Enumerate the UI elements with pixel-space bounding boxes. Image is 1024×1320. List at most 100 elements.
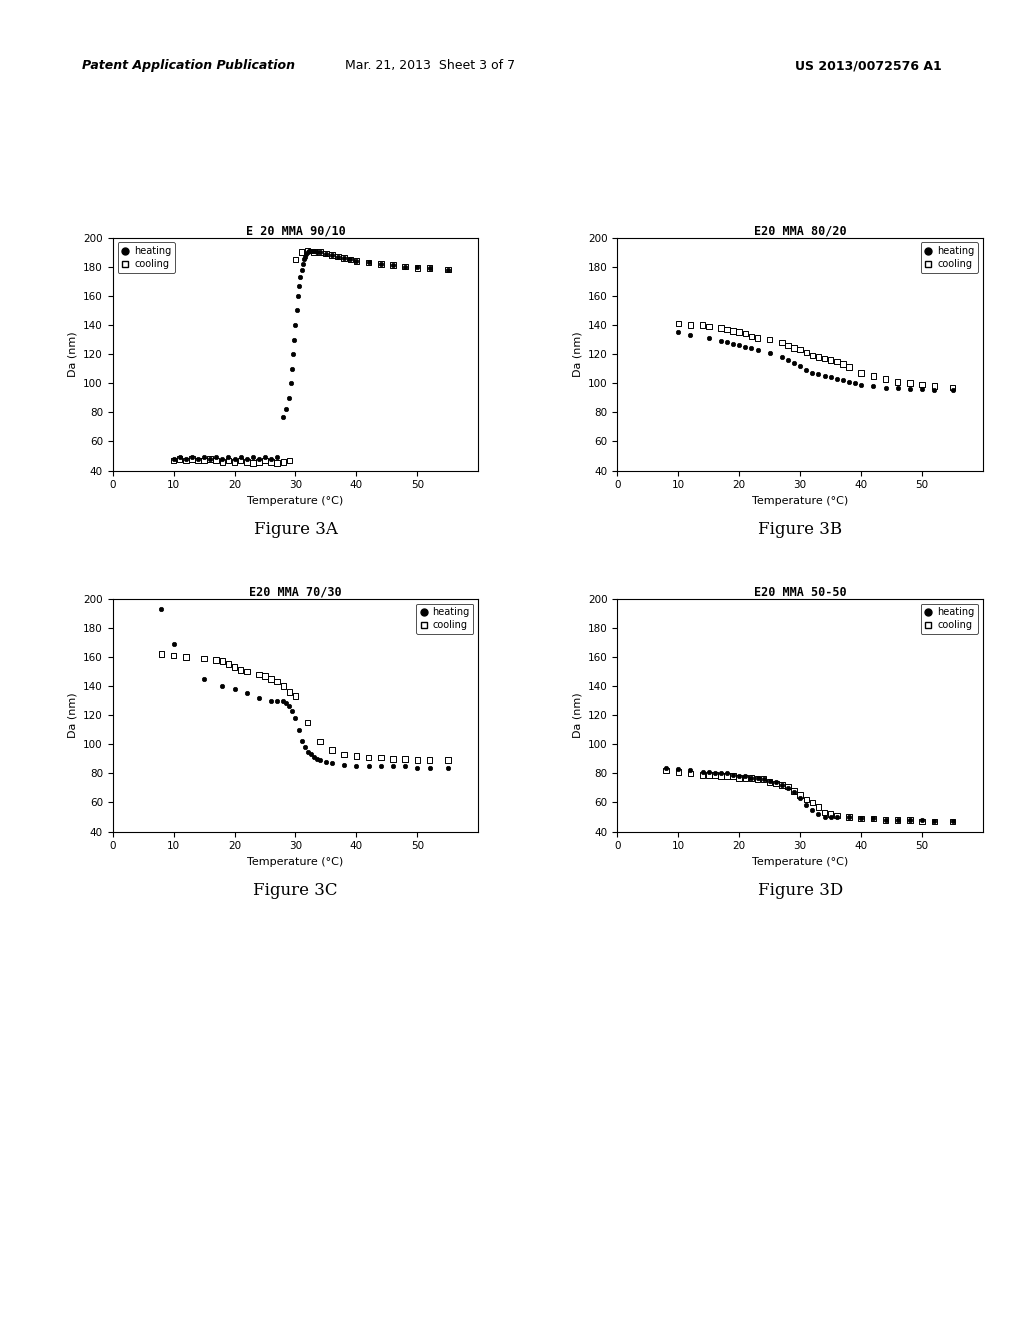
cooling xyxy=(275,451,292,473)
Text: Figure 3A: Figure 3A xyxy=(254,520,338,537)
heating xyxy=(926,810,942,832)
heating xyxy=(291,275,307,296)
heating xyxy=(311,242,328,263)
cooling xyxy=(305,242,322,263)
heating xyxy=(410,756,426,777)
heating xyxy=(804,799,820,820)
heating xyxy=(397,256,414,277)
cooling xyxy=(750,768,766,789)
heating xyxy=(154,598,170,619)
heating xyxy=(317,751,334,772)
X-axis label: Temperature (°C): Temperature (°C) xyxy=(248,857,344,867)
heating xyxy=(822,367,839,388)
heating xyxy=(397,755,414,776)
cooling xyxy=(299,711,315,733)
heating xyxy=(816,807,833,828)
heating xyxy=(828,807,845,828)
heating xyxy=(302,744,318,766)
cooling xyxy=(239,451,255,473)
cooling xyxy=(348,251,365,272)
heating xyxy=(707,763,723,784)
cooling xyxy=(360,252,377,273)
heating xyxy=(324,752,340,774)
heating xyxy=(284,358,300,379)
heating xyxy=(719,763,735,784)
cooling xyxy=(828,351,845,372)
cooling xyxy=(700,764,717,785)
heating xyxy=(810,364,826,385)
cooling xyxy=(330,246,346,267)
heating xyxy=(657,756,674,777)
cooling xyxy=(251,451,267,473)
cooling xyxy=(902,809,919,830)
X-axis label: Temperature (°C): Temperature (°C) xyxy=(752,496,848,506)
heating xyxy=(847,372,863,393)
heating xyxy=(853,374,869,395)
cooling xyxy=(208,649,224,671)
cooling xyxy=(397,256,414,277)
heating xyxy=(762,770,778,791)
heating xyxy=(822,807,839,828)
heating xyxy=(410,256,426,277)
cooling xyxy=(762,329,778,350)
cooling xyxy=(768,774,784,795)
cooling xyxy=(373,747,389,768)
heating xyxy=(373,253,389,275)
heating xyxy=(360,755,377,776)
heating xyxy=(902,809,919,830)
heating xyxy=(865,808,882,829)
cooling xyxy=(780,335,797,356)
cooling xyxy=(183,449,200,470)
cooling xyxy=(214,651,230,672)
heating xyxy=(324,244,340,265)
heating xyxy=(289,300,305,321)
heating xyxy=(743,338,760,359)
Y-axis label: Da (nm): Da (nm) xyxy=(572,692,583,738)
cooling xyxy=(743,326,760,347)
cooling xyxy=(780,776,797,797)
cooling xyxy=(439,259,456,280)
cooling xyxy=(762,771,778,792)
Title: E20 MMA 80/20: E20 MMA 80/20 xyxy=(754,224,847,238)
heating xyxy=(913,809,930,830)
cooling xyxy=(890,809,906,830)
heating xyxy=(774,346,791,367)
heating xyxy=(285,700,301,721)
heating xyxy=(348,251,365,272)
cooling xyxy=(694,314,711,335)
heating xyxy=(214,676,230,697)
cooling xyxy=(263,668,280,689)
cooling xyxy=(725,766,741,787)
heating xyxy=(291,719,307,741)
heating xyxy=(713,763,729,784)
cooling xyxy=(232,660,249,681)
cooling xyxy=(397,748,414,770)
heating xyxy=(239,449,255,470)
cooling xyxy=(670,762,686,783)
heating xyxy=(263,690,280,711)
heating xyxy=(737,766,754,787)
heating xyxy=(700,327,717,348)
heating xyxy=(890,809,906,830)
heating xyxy=(865,376,882,397)
heating xyxy=(263,449,280,470)
heating xyxy=(810,804,826,825)
heating xyxy=(220,447,237,469)
heating xyxy=(422,257,438,279)
cooling xyxy=(410,750,426,771)
cooling xyxy=(288,249,304,271)
heating xyxy=(183,447,200,469)
cooling xyxy=(804,792,820,813)
cooling xyxy=(810,346,826,367)
heating xyxy=(336,754,352,775)
heating xyxy=(816,366,833,387)
cooling xyxy=(324,739,340,760)
heating xyxy=(798,359,814,380)
heating xyxy=(311,750,328,771)
heating xyxy=(303,240,319,261)
cooling xyxy=(177,647,194,668)
heating xyxy=(670,322,686,343)
heating xyxy=(330,246,346,267)
heating xyxy=(762,342,778,363)
cooling xyxy=(422,257,438,279)
